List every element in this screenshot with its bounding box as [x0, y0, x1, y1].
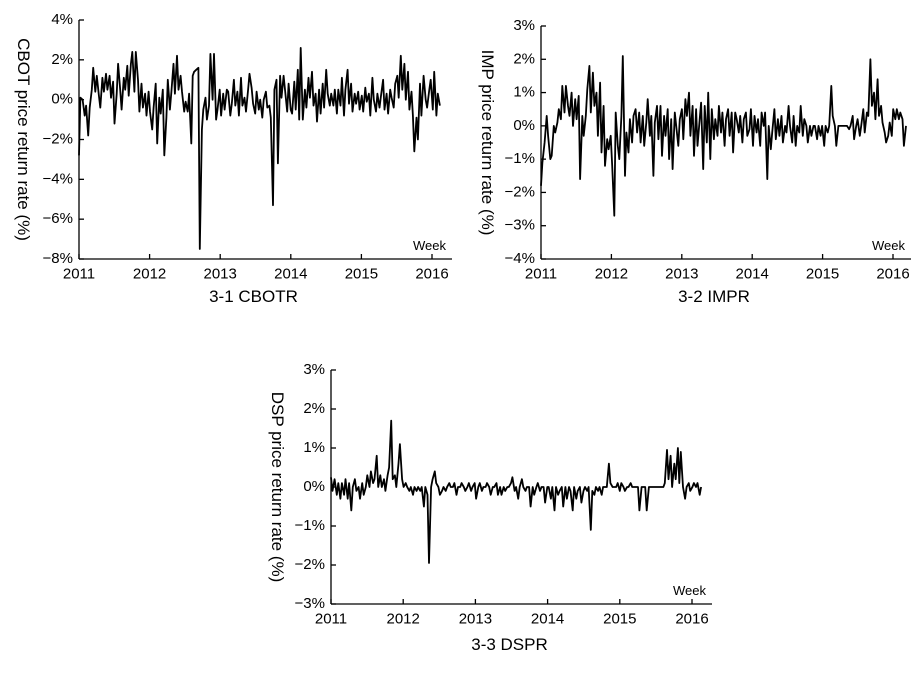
y-tick-label: 4% — [51, 11, 73, 28]
x-tick-label: 2011 — [315, 610, 347, 627]
x-tick-label: 2014 — [274, 265, 307, 282]
x-axis-label: Week — [673, 583, 706, 598]
series-line — [540, 55, 907, 217]
y-axis-label: DSP price return rate (%) — [268, 392, 287, 583]
x-tick-label: 2012 — [595, 265, 628, 282]
y-tick-label: 3% — [513, 17, 535, 34]
y-tick-label: −3% — [295, 595, 325, 612]
y-tick-label: 0% — [303, 478, 325, 495]
y-tick-label: 2% — [303, 400, 325, 417]
x-tick-label: 2016 — [675, 610, 708, 627]
x-tick-label: 2012 — [133, 265, 166, 282]
y-tick-label: 3% — [303, 361, 325, 378]
chart-caption: 3-1 CBOTR — [209, 287, 298, 306]
chart-impr: 3% 2% 1% 0% −1% −2% −3% −4%2011 2012 2013 2014 2015… — [478, 17, 911, 306]
y-axis-label: CBOT price return rate (%) — [14, 38, 33, 241]
x-axis-label: Week — [872, 238, 905, 253]
x-tick-label: 2015 — [806, 265, 839, 282]
chart-caption: 3-3 DSPR — [471, 635, 548, 654]
x-tick-label: 2016 — [415, 265, 448, 282]
x-tick-label: 2013 — [665, 265, 698, 282]
y-tick-label: 1% — [303, 439, 325, 456]
x-tick-label: 2011 — [525, 265, 557, 282]
x-tick-label: 2012 — [387, 610, 420, 627]
x-tick-label: 2013 — [204, 265, 237, 282]
y-axis-label: IMP price return rate (%) — [478, 50, 497, 236]
y-tick-label: −4% — [505, 250, 535, 267]
y-tick-label: −2% — [505, 183, 535, 200]
y-tick-label: −3% — [505, 217, 535, 234]
y-tick-label: −2% — [43, 130, 73, 147]
y-tick-label: −1% — [505, 150, 535, 167]
y-tick-label: −6% — [43, 210, 73, 227]
x-tick-label: 2015 — [603, 610, 636, 627]
y-tick-label: 0% — [51, 91, 73, 108]
y-tick-label: 1% — [513, 84, 535, 101]
x-tick-label: 2014 — [531, 610, 564, 627]
series-line — [330, 419, 702, 564]
x-tick-label: 2016 — [876, 265, 909, 282]
x-tick-label: 2015 — [345, 265, 378, 282]
y-tick-label: −2% — [295, 556, 325, 573]
chart-dspr: 3% 2% 1% 0% −1% −2% −3%2011 2012 2013 2014 2015 201… — [268, 361, 712, 654]
y-tick-label: 2% — [513, 50, 535, 67]
series-line — [78, 47, 441, 250]
y-tick-label: −1% — [295, 517, 325, 534]
x-tick-label: 2014 — [736, 265, 769, 282]
x-tick-label: 2011 — [63, 265, 95, 282]
y-tick-label: −4% — [43, 170, 73, 187]
y-tick-label: −8% — [43, 250, 73, 267]
chart-caption: 3-2 IMPR — [678, 287, 750, 306]
chart-cbotr: 4% 2% 0% −2% −4% −6% −8%2011 2012 2013 2014 2015 20… — [14, 11, 452, 306]
y-tick-label: 0% — [513, 117, 535, 134]
x-axis-label: Week — [413, 238, 446, 253]
x-tick-label: 2013 — [459, 610, 492, 627]
y-tick-label: 2% — [51, 51, 73, 68]
